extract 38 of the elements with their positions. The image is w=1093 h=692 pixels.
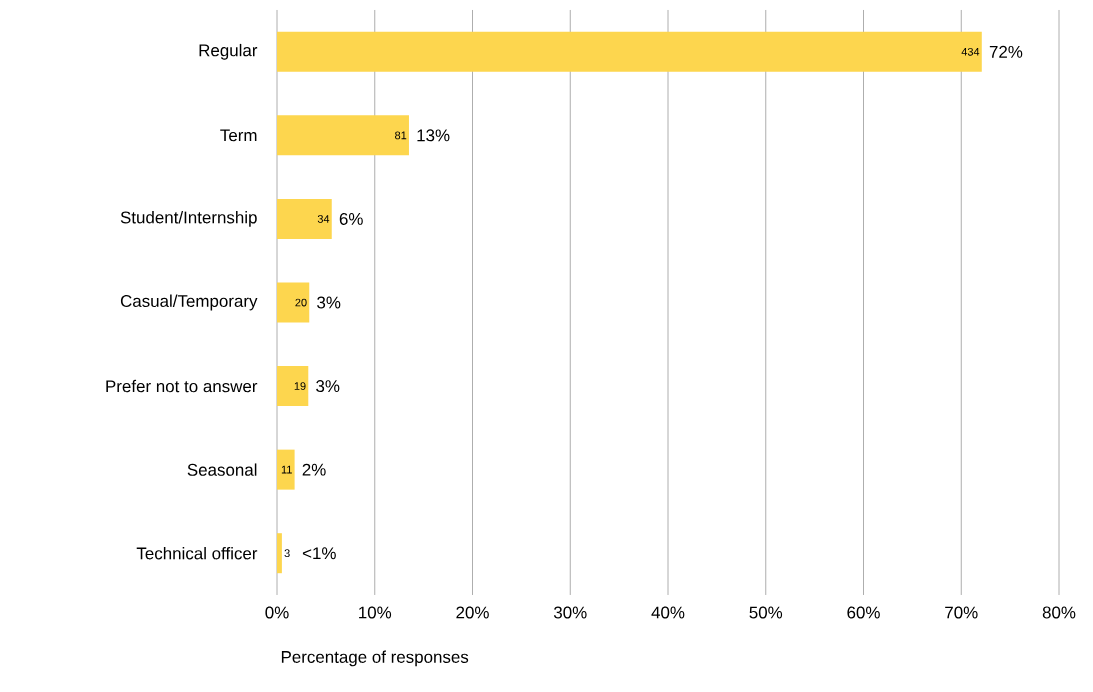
annotation: 34 (317, 215, 330, 223)
x-tick-label: 30% (553, 606, 587, 619)
y-tick-label: Seasonal (187, 463, 257, 476)
data-label: 2% (302, 463, 326, 476)
x-tick-label: 70% (945, 606, 978, 619)
bar (277, 449, 295, 490)
x-tick-label: 20% (456, 606, 489, 619)
annotation: 11 (281, 465, 292, 474)
annotation: 19 (294, 382, 306, 390)
y-tick-label: Casual/Temporary (120, 294, 258, 311)
bar (277, 31, 982, 72)
x-tick-label: 50% (749, 606, 783, 619)
bar (277, 115, 409, 156)
x-axis-title: Percentage of responses (281, 650, 469, 667)
annotation: 81 (395, 131, 407, 140)
data-label: 6% (339, 212, 363, 225)
data-label: 3% (317, 296, 341, 309)
data-label: <1% (302, 547, 336, 560)
annotation: 20 (295, 298, 307, 307)
y-tick-label: Student/Internship (120, 211, 257, 227)
x-tick-label: 10% (359, 606, 392, 619)
bar (277, 366, 309, 407)
x-tick-label: 40% (651, 606, 685, 619)
x-tick-label: 0% (265, 606, 289, 619)
bar (277, 198, 332, 239)
y-tick-label: Regular (199, 43, 258, 60)
x-tick-label: 60% (847, 606, 880, 619)
bar (277, 533, 282, 574)
y-tick-label: Prefer not to answer (106, 379, 258, 393)
annotation: 434 (961, 47, 980, 56)
x-tick-label: 80% (1042, 606, 1076, 619)
data-label: 72% (989, 45, 1023, 58)
annotation: 3 (284, 549, 290, 558)
data-label: 13% (417, 129, 450, 142)
bar (277, 282, 310, 323)
y-tick-label: Term (220, 129, 257, 142)
data-label: 3% (316, 380, 340, 393)
y-tick-label: Technical officer (136, 546, 258, 560)
